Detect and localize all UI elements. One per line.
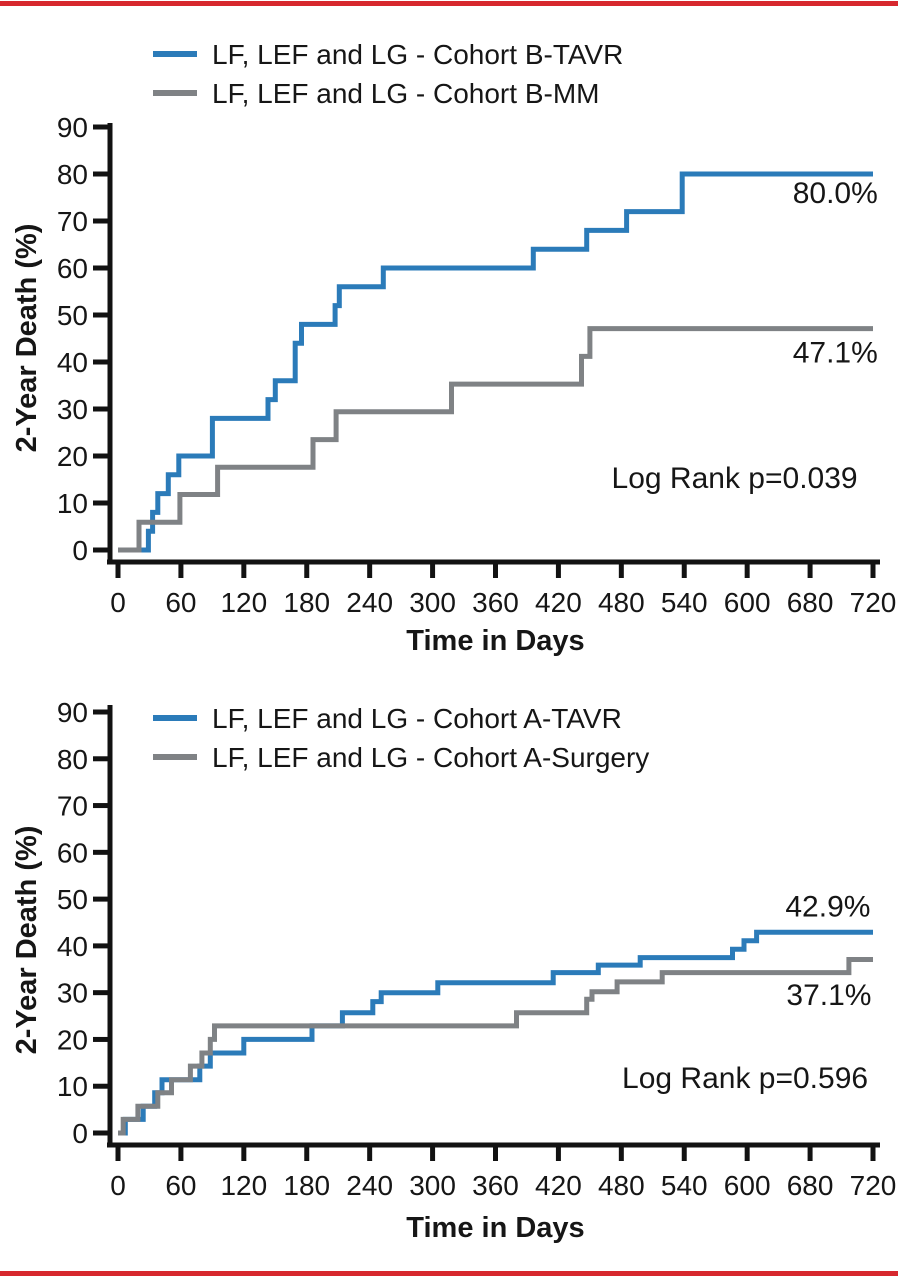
survival-curve-1 [118,957,873,1136]
x-tick-label: 600 [724,587,771,618]
x-tick-label: 420 [535,1170,582,1201]
x-tick-label: 120 [220,1170,267,1201]
y-tick-label: 60 [57,253,88,284]
x-tick-label: 240 [346,587,393,618]
survival-curve-0 [118,929,873,1136]
y-tick-label: 20 [57,441,88,472]
annotation-label: Log Rank p=0.039 [612,462,858,495]
x-tick-label: 720 [850,587,897,618]
annotation-label: 80.0% [793,177,878,210]
y-tick-label: 20 [57,1024,88,1055]
x-tick-label: 600 [724,1170,771,1201]
x-tick-label: 180 [283,1170,330,1201]
x-tick-label: 0 [110,1170,126,1201]
x-tick-label: 0 [110,587,126,618]
y-tick-label: 10 [57,488,88,519]
top-red-rule [0,1,898,6]
y-tick-label: 40 [57,931,88,962]
survival-curve-0 [118,171,873,553]
x-axis-title: Time in Days [406,625,584,657]
y-tick-label: 40 [57,347,88,378]
y-tick-label: 0 [72,535,88,566]
annotation-label: 47.1% [793,337,878,370]
y-tick-label: 50 [57,300,88,331]
x-tick-label: 360 [472,1170,519,1201]
x-tick-label: 240 [346,1170,393,1201]
y-tick-label: 80 [57,744,88,775]
legend-label-1: LF, LEF and LG - Cohort B-MM [212,78,599,109]
y-tick-label: 60 [57,837,88,868]
y-tick-label: 90 [57,697,88,728]
x-tick-label: 540 [661,587,708,618]
x-tick-label: 60 [165,587,196,618]
y-tick-label: 10 [57,1071,88,1102]
x-tick-label: 720 [850,1170,897,1201]
x-tick-label: 120 [220,587,267,618]
x-tick-label: 60 [165,1170,196,1201]
legend-label-0: LF, LEF and LG - Cohort A-TAVR [212,703,622,734]
x-tick-label: 420 [535,587,582,618]
y-axis-title: 2-Year Death (%) [11,826,43,1055]
y-axis-title: 2-Year Death (%) [11,224,43,453]
y-tick-label: 70 [57,206,88,237]
x-tick-label: 480 [598,1170,645,1201]
survival-curve-1 [118,326,873,553]
x-tick-label: 300 [409,587,456,618]
x-tick-label: 360 [472,587,519,618]
annotation-label: 42.9% [785,891,870,924]
x-tick-label: 300 [409,1170,456,1201]
x-tick-label: 680 [787,1170,834,1201]
bottom-red-rule [0,1271,898,1276]
y-tick-label: 30 [57,394,88,425]
annotation-label: Log Rank p=0.596 [622,1062,868,1095]
y-tick-label: 50 [57,884,88,915]
y-tick-label: 30 [57,978,88,1009]
y-tick-label: 70 [57,791,88,822]
x-tick-label: 180 [283,587,330,618]
x-tick-label: 540 [661,1170,708,1201]
x-tick-label: 680 [787,587,834,618]
y-tick-label: 80 [57,159,88,190]
legend-label-1: LF, LEF and LG - Cohort A-Surgery [212,742,649,773]
km-chart-cohort-a: 0 10 20 30 40 50 60 70 80 90 0 60 120 180 240 300 360 420… [11,697,897,1244]
km-chart-cohort-b: 0 10 20 30 40 50 60 70 80 90 0 60 120 180 240 300 360 420… [11,39,897,657]
annotation-label: 37.1% [786,979,871,1012]
x-axis-title: Time in Days [406,1212,584,1244]
legend-label-0: LF, LEF and LG - Cohort B-TAVR [212,39,623,70]
y-tick-label: 0 [72,1118,88,1149]
x-tick-label: 480 [598,587,645,618]
y-tick-label: 90 [57,112,88,143]
